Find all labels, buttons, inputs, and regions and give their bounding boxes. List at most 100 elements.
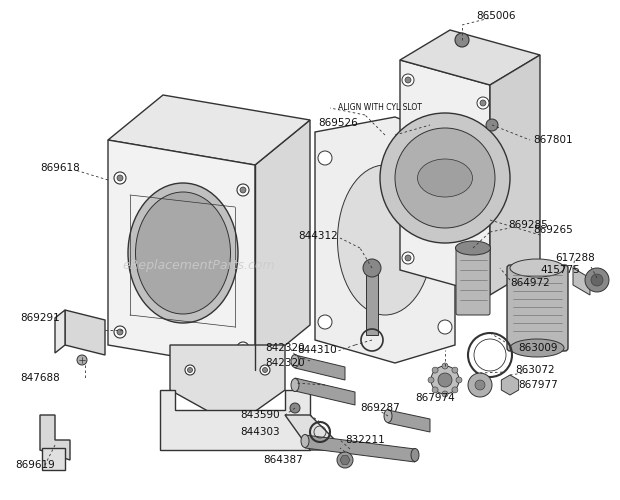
Polygon shape <box>388 410 430 432</box>
Ellipse shape <box>417 159 472 197</box>
Text: 869265: 869265 <box>533 225 573 235</box>
Text: 843590: 843590 <box>240 410 280 420</box>
Circle shape <box>240 187 246 193</box>
Circle shape <box>290 403 300 413</box>
Circle shape <box>117 329 123 335</box>
Circle shape <box>428 377 434 383</box>
FancyBboxPatch shape <box>507 265 568 351</box>
Text: 867974: 867974 <box>415 393 454 403</box>
Circle shape <box>442 363 448 369</box>
Polygon shape <box>42 448 65 470</box>
Polygon shape <box>502 375 519 395</box>
Circle shape <box>380 113 510 243</box>
Text: 864387: 864387 <box>263 455 303 465</box>
Circle shape <box>363 259 381 277</box>
Ellipse shape <box>291 354 299 368</box>
Text: 844310: 844310 <box>297 345 337 355</box>
Text: 869526: 869526 <box>318 118 358 128</box>
Circle shape <box>237 342 249 354</box>
Circle shape <box>237 184 249 196</box>
Polygon shape <box>65 310 105 355</box>
Circle shape <box>480 275 486 281</box>
Polygon shape <box>108 95 310 165</box>
Text: 867977: 867977 <box>518 380 558 390</box>
Text: 867801: 867801 <box>533 135 573 145</box>
Text: 863072: 863072 <box>515 365 555 375</box>
Bar <box>366 270 378 335</box>
Circle shape <box>438 156 452 170</box>
Circle shape <box>475 380 485 390</box>
Circle shape <box>456 377 462 383</box>
Text: 847688: 847688 <box>20 373 60 383</box>
Circle shape <box>438 320 452 334</box>
Ellipse shape <box>411 448 419 462</box>
Ellipse shape <box>136 192 231 314</box>
Polygon shape <box>55 310 65 353</box>
Polygon shape <box>40 415 70 460</box>
Polygon shape <box>490 55 540 295</box>
Text: eReplacementParts.com: eReplacementParts.com <box>122 258 275 272</box>
Polygon shape <box>295 378 355 405</box>
Circle shape <box>318 151 332 165</box>
Ellipse shape <box>337 165 433 315</box>
Text: 865006: 865006 <box>476 11 515 21</box>
Text: 869287: 869287 <box>360 403 400 413</box>
Text: 842320: 842320 <box>265 358 304 368</box>
Text: 842320: 842320 <box>265 343 304 353</box>
Ellipse shape <box>384 410 392 422</box>
Circle shape <box>452 387 458 393</box>
FancyBboxPatch shape <box>456 246 490 315</box>
Text: 844312: 844312 <box>298 231 338 241</box>
Circle shape <box>262 368 267 372</box>
Circle shape <box>468 373 492 397</box>
Text: 863009: 863009 <box>518 343 557 353</box>
Circle shape <box>585 268 609 292</box>
Ellipse shape <box>291 378 299 392</box>
Circle shape <box>405 77 411 83</box>
Polygon shape <box>108 140 255 370</box>
Circle shape <box>240 345 246 351</box>
Polygon shape <box>400 30 540 85</box>
Circle shape <box>402 252 414 264</box>
Polygon shape <box>160 390 310 450</box>
Circle shape <box>431 366 459 394</box>
Circle shape <box>260 365 270 375</box>
Circle shape <box>318 315 332 329</box>
Circle shape <box>438 373 452 387</box>
Circle shape <box>185 365 195 375</box>
Ellipse shape <box>510 339 564 357</box>
Text: 864972: 864972 <box>510 278 550 288</box>
Circle shape <box>486 119 498 131</box>
Circle shape <box>337 452 353 468</box>
Ellipse shape <box>301 434 309 448</box>
Circle shape <box>114 172 126 184</box>
Circle shape <box>405 255 411 261</box>
Circle shape <box>77 355 87 365</box>
Text: 844303: 844303 <box>240 427 280 437</box>
Polygon shape <box>573 268 590 295</box>
Circle shape <box>117 175 123 181</box>
Polygon shape <box>285 415 345 450</box>
Text: 617288: 617288 <box>555 253 595 263</box>
Polygon shape <box>340 456 350 464</box>
Circle shape <box>480 100 486 106</box>
Text: 869285: 869285 <box>508 220 547 230</box>
Circle shape <box>432 367 438 373</box>
Circle shape <box>402 74 414 86</box>
Circle shape <box>477 272 489 284</box>
Circle shape <box>591 274 603 286</box>
Circle shape <box>452 367 458 373</box>
Polygon shape <box>305 435 415 462</box>
Ellipse shape <box>456 241 490 255</box>
Circle shape <box>432 387 438 393</box>
Text: 869291: 869291 <box>20 313 60 323</box>
Polygon shape <box>295 355 345 380</box>
Ellipse shape <box>128 183 238 323</box>
Text: 832211: 832211 <box>345 435 385 445</box>
Text: ALIGN WITH CYL SLOT: ALIGN WITH CYL SLOT <box>338 104 422 112</box>
Text: 869619: 869619 <box>15 460 55 470</box>
Circle shape <box>114 326 126 338</box>
Polygon shape <box>170 345 285 415</box>
Polygon shape <box>400 60 490 295</box>
Ellipse shape <box>510 259 564 277</box>
